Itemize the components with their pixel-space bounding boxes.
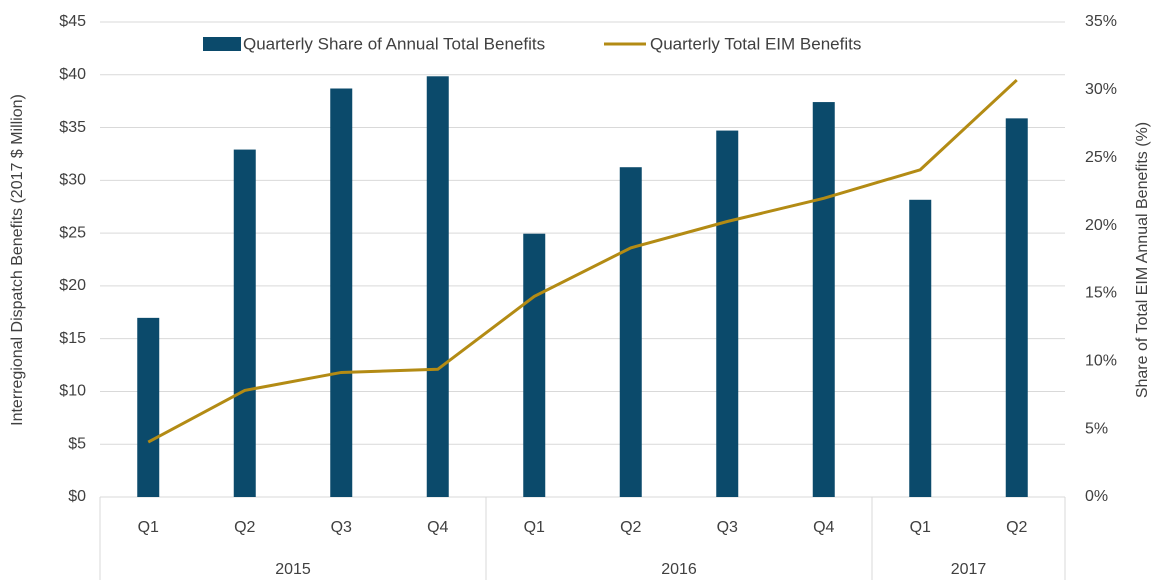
group-label: 2017: [951, 561, 987, 578]
y2-tick-label: 20%: [1085, 217, 1117, 234]
y2-tick-label: 30%: [1085, 81, 1117, 98]
bar: [716, 130, 739, 498]
y2-tick-label: 5%: [1085, 420, 1108, 437]
x-tick-label: Q2: [620, 519, 641, 536]
y2-tick-label: 35%: [1085, 13, 1117, 30]
bar: [1005, 118, 1028, 497]
x-tick-label: Q1: [524, 519, 545, 536]
y-tick-label: $40: [59, 66, 86, 83]
y-tick-label: $20: [59, 277, 86, 294]
x-tick-label: Q3: [331, 519, 352, 536]
y2-axis-title: Share of Total EIM Annual Benefits (%): [1134, 122, 1151, 398]
y2-tick-label: 0%: [1085, 488, 1108, 505]
x-tick-label: Q2: [1006, 519, 1027, 536]
bar: [523, 233, 546, 497]
y-tick-label: $45: [59, 13, 86, 30]
x-tick-label: Q4: [427, 519, 448, 536]
x-tick-label: Q3: [717, 519, 738, 536]
legend-label: Quarterly Total EIM Benefits: [650, 34, 861, 53]
y-tick-label: $30: [59, 172, 86, 189]
x-tick-label: Q4: [813, 519, 834, 536]
y-tick-label: $35: [59, 119, 86, 136]
y-tick-label: $0: [68, 488, 86, 505]
bar: [909, 199, 932, 498]
y-tick-label: $5: [68, 435, 86, 452]
y2-tick-label: 10%: [1085, 353, 1117, 370]
x-tick-label: Q1: [138, 519, 159, 536]
group-label: 2015: [275, 561, 311, 578]
y2-tick-label: 25%: [1085, 149, 1117, 166]
y-tick-label: $10: [59, 383, 86, 400]
y-axis-title: Interregional Dispatch Benefits (2017 $ …: [9, 94, 26, 426]
group-label: 2016: [661, 561, 697, 578]
bar: [137, 317, 160, 497]
bar: [233, 149, 256, 498]
line: [147, 78, 1018, 444]
legend-swatch: [203, 37, 241, 51]
bar: [426, 76, 449, 498]
bar: [619, 167, 642, 497]
legend-label: Quarterly Share of Annual Total Benefits: [243, 34, 545, 53]
x-tick-label: Q2: [234, 519, 255, 536]
x-tick-label: Q1: [910, 519, 931, 536]
y-tick-label: $25: [59, 224, 86, 241]
bar: [330, 88, 353, 497]
y-tick-label: $15: [59, 330, 86, 347]
bar: [812, 102, 835, 498]
y2-tick-label: 15%: [1085, 285, 1117, 302]
